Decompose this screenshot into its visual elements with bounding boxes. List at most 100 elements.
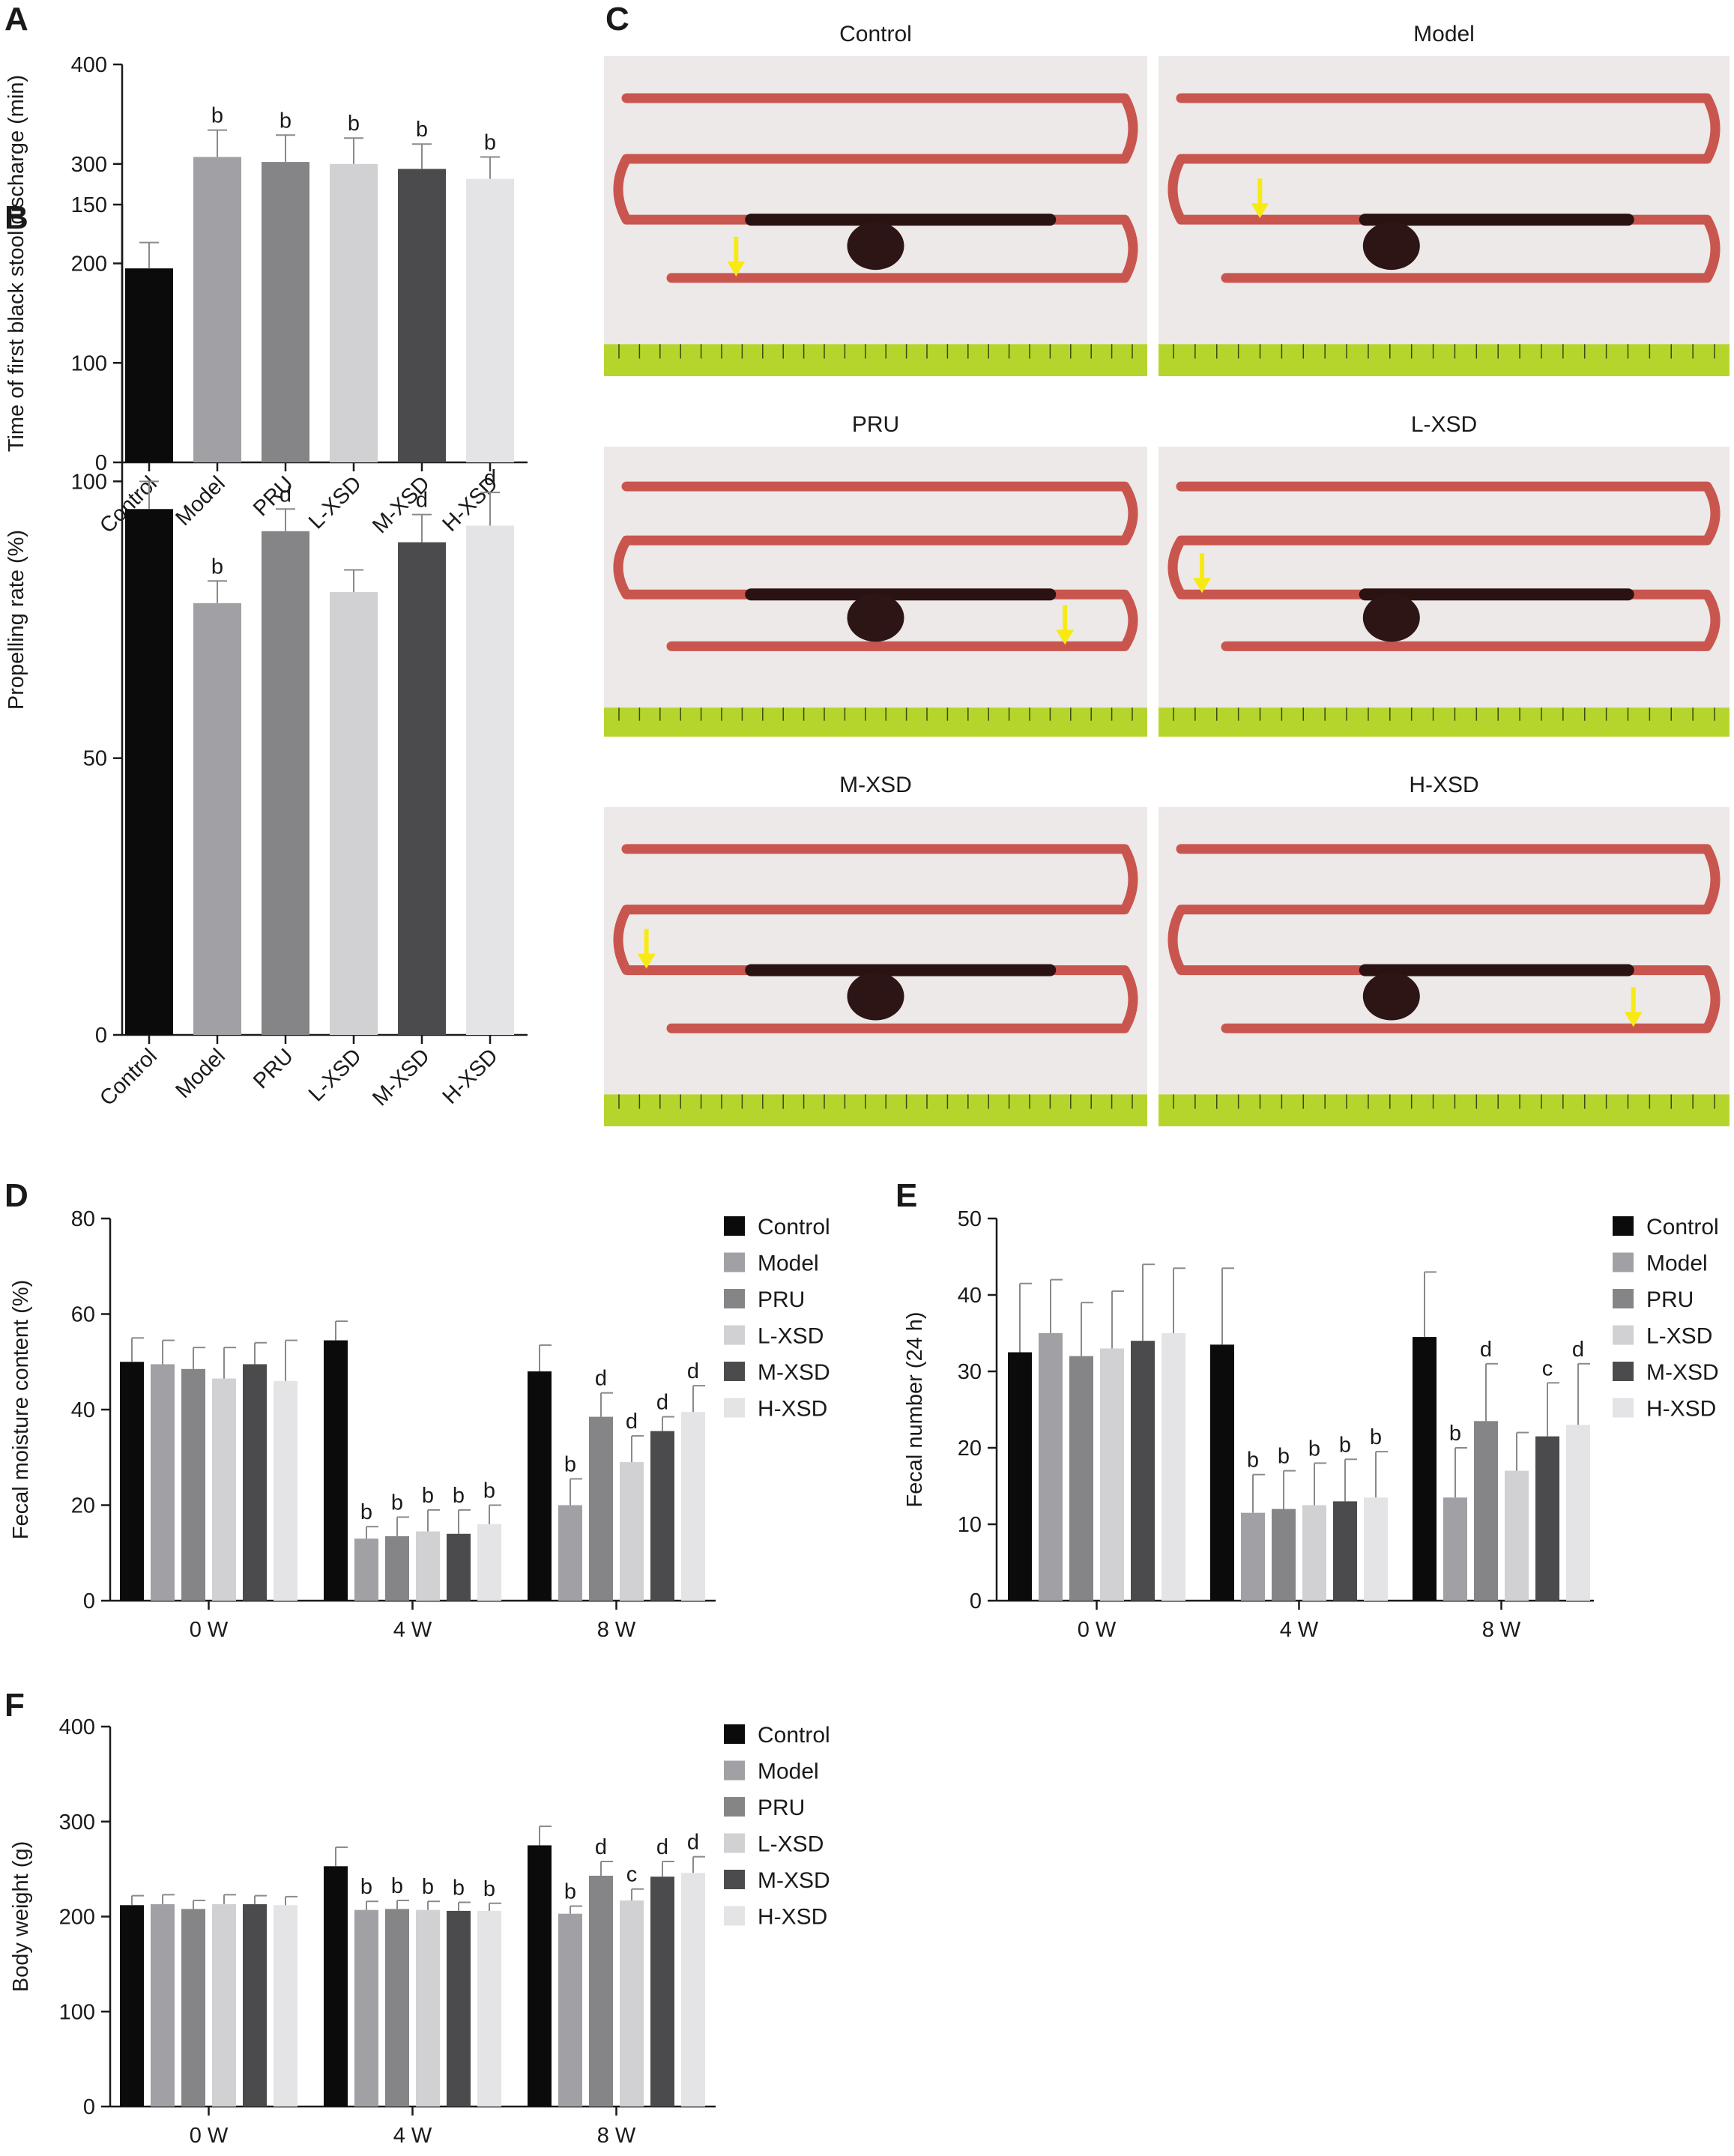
bar-l-xsd xyxy=(212,1904,236,2107)
legend-label: PRU xyxy=(758,1287,805,1312)
bar-m-xsd xyxy=(650,1431,674,1601)
stomach xyxy=(1362,594,1420,642)
bar-control xyxy=(125,268,173,462)
y-tick-label: 80 xyxy=(71,1207,95,1231)
panel-letter-d: D xyxy=(4,1177,28,1214)
photo-title: L-XSD xyxy=(1411,412,1477,437)
significance-label: d xyxy=(656,1391,668,1415)
y-tick-label: 0 xyxy=(95,451,107,475)
legend-label: H-XSD xyxy=(758,1905,827,1930)
bar-l-xsd xyxy=(1505,1470,1529,1601)
intestine xyxy=(613,93,1138,283)
y-axis-title: Time of first black stool discharge (min… xyxy=(4,75,28,452)
x-tick-label: 4 W xyxy=(393,2124,432,2148)
bar-h-xsd xyxy=(466,525,514,1035)
bar-model xyxy=(1039,1333,1063,1601)
bar-h-xsd xyxy=(681,1873,705,2107)
y-tick-label: 100 xyxy=(71,351,107,375)
bar-h-xsd xyxy=(274,1380,297,1601)
bar-model xyxy=(354,1539,378,1601)
bar-control xyxy=(1210,1344,1234,1601)
x-tick-label: M-XSD xyxy=(368,1044,435,1111)
significance-label: b xyxy=(1370,1425,1382,1449)
legend-label: L-XSD xyxy=(1646,1324,1712,1349)
significance-label: b xyxy=(564,1452,576,1476)
bar-control xyxy=(324,1866,348,2107)
significance-label: b xyxy=(484,130,496,154)
significance-label: d xyxy=(687,1359,699,1383)
legend-label: H-XSD xyxy=(758,1397,827,1422)
x-tick-label: L-XSD xyxy=(304,1044,366,1106)
significance-label: b xyxy=(280,109,291,133)
bar-pru xyxy=(589,1416,613,1601)
y-tick-label: 0 xyxy=(83,1589,95,1613)
significance-label: d xyxy=(687,1831,699,1855)
y-axis-title: Body weight (g) xyxy=(9,1841,33,1993)
bar-m-xsd xyxy=(447,1533,471,1601)
legend-swatch xyxy=(1613,1398,1634,1418)
bar-h-xsd xyxy=(1566,1425,1590,1601)
photo-title: H-XSD xyxy=(1409,773,1478,797)
photo-control: Control xyxy=(604,22,1147,376)
bar-control xyxy=(120,1362,144,1601)
bar-pru xyxy=(262,162,309,462)
photo-title: Control xyxy=(839,22,912,46)
significance-label: c xyxy=(626,1863,638,1887)
legend-swatch xyxy=(724,1760,745,1781)
legend-swatch xyxy=(724,1833,745,1853)
ruler xyxy=(1158,344,1730,376)
significance-label: d xyxy=(1480,1338,1492,1362)
y-tick-label: 40 xyxy=(71,1398,95,1422)
x-tick-label: L-XSD xyxy=(304,471,366,534)
y-axis-title: Propelling rate (%) xyxy=(4,530,28,710)
panel-letter-c: C xyxy=(605,1,629,37)
significance-label: b xyxy=(416,118,428,142)
significance-label: b xyxy=(422,1484,434,1508)
legend-swatch xyxy=(1613,1325,1634,1345)
photo-pru: PRU xyxy=(604,412,1147,737)
bar-model xyxy=(193,157,241,462)
bar-m-xsd xyxy=(650,1876,674,2107)
x-tick-label: 0 W xyxy=(190,1618,229,1642)
significance-label: b xyxy=(564,1880,576,1904)
photo-l-xsd: L-XSD xyxy=(1158,412,1730,737)
bar-h-xsd xyxy=(477,1524,501,1601)
y-tick-label: 200 xyxy=(71,253,107,277)
bar-model xyxy=(151,1364,175,1601)
x-tick-label: 8 W xyxy=(597,2124,636,2148)
bar-m-xsd xyxy=(243,1904,267,2107)
legend-swatch xyxy=(1613,1362,1634,1381)
bar-control xyxy=(528,1371,552,1601)
y-tick-label: 40 xyxy=(958,1284,982,1308)
significance-label: d xyxy=(484,466,496,490)
legend-label: Model xyxy=(758,1760,819,1784)
legend-label: M-XSD xyxy=(1646,1360,1719,1385)
bar-model xyxy=(558,1505,582,1601)
x-tick-label: 4 W xyxy=(393,1618,432,1642)
y-tick-label: 150 xyxy=(71,193,107,217)
bar-m-xsd xyxy=(447,1910,471,2107)
bar-model xyxy=(1241,1512,1265,1601)
legend-label: Model xyxy=(758,1251,819,1276)
legend-swatch xyxy=(724,1906,745,1926)
bar-h-xsd xyxy=(477,1910,501,2107)
arrow-icon xyxy=(1193,578,1212,594)
ruler xyxy=(604,1094,1147,1126)
y-tick-label: 60 xyxy=(71,1303,95,1327)
significance-label: d xyxy=(416,489,428,513)
legend-swatch xyxy=(724,1325,745,1345)
y-tick-label: 200 xyxy=(59,1906,95,1930)
bar-pru xyxy=(1474,1421,1498,1601)
bar-l-xsd xyxy=(620,1462,644,1601)
bar-h-xsd xyxy=(274,1905,297,2107)
photo-title: M-XSD xyxy=(839,773,912,797)
bar-pru xyxy=(181,1368,205,1601)
legend-swatch xyxy=(724,1289,745,1308)
legend-label: Control xyxy=(1646,1215,1719,1239)
significance-label: d xyxy=(280,483,291,507)
significance-label: d xyxy=(656,1835,668,1859)
x-tick-label: 8 W xyxy=(597,1618,636,1642)
legend-label: M-XSD xyxy=(758,1868,830,1893)
